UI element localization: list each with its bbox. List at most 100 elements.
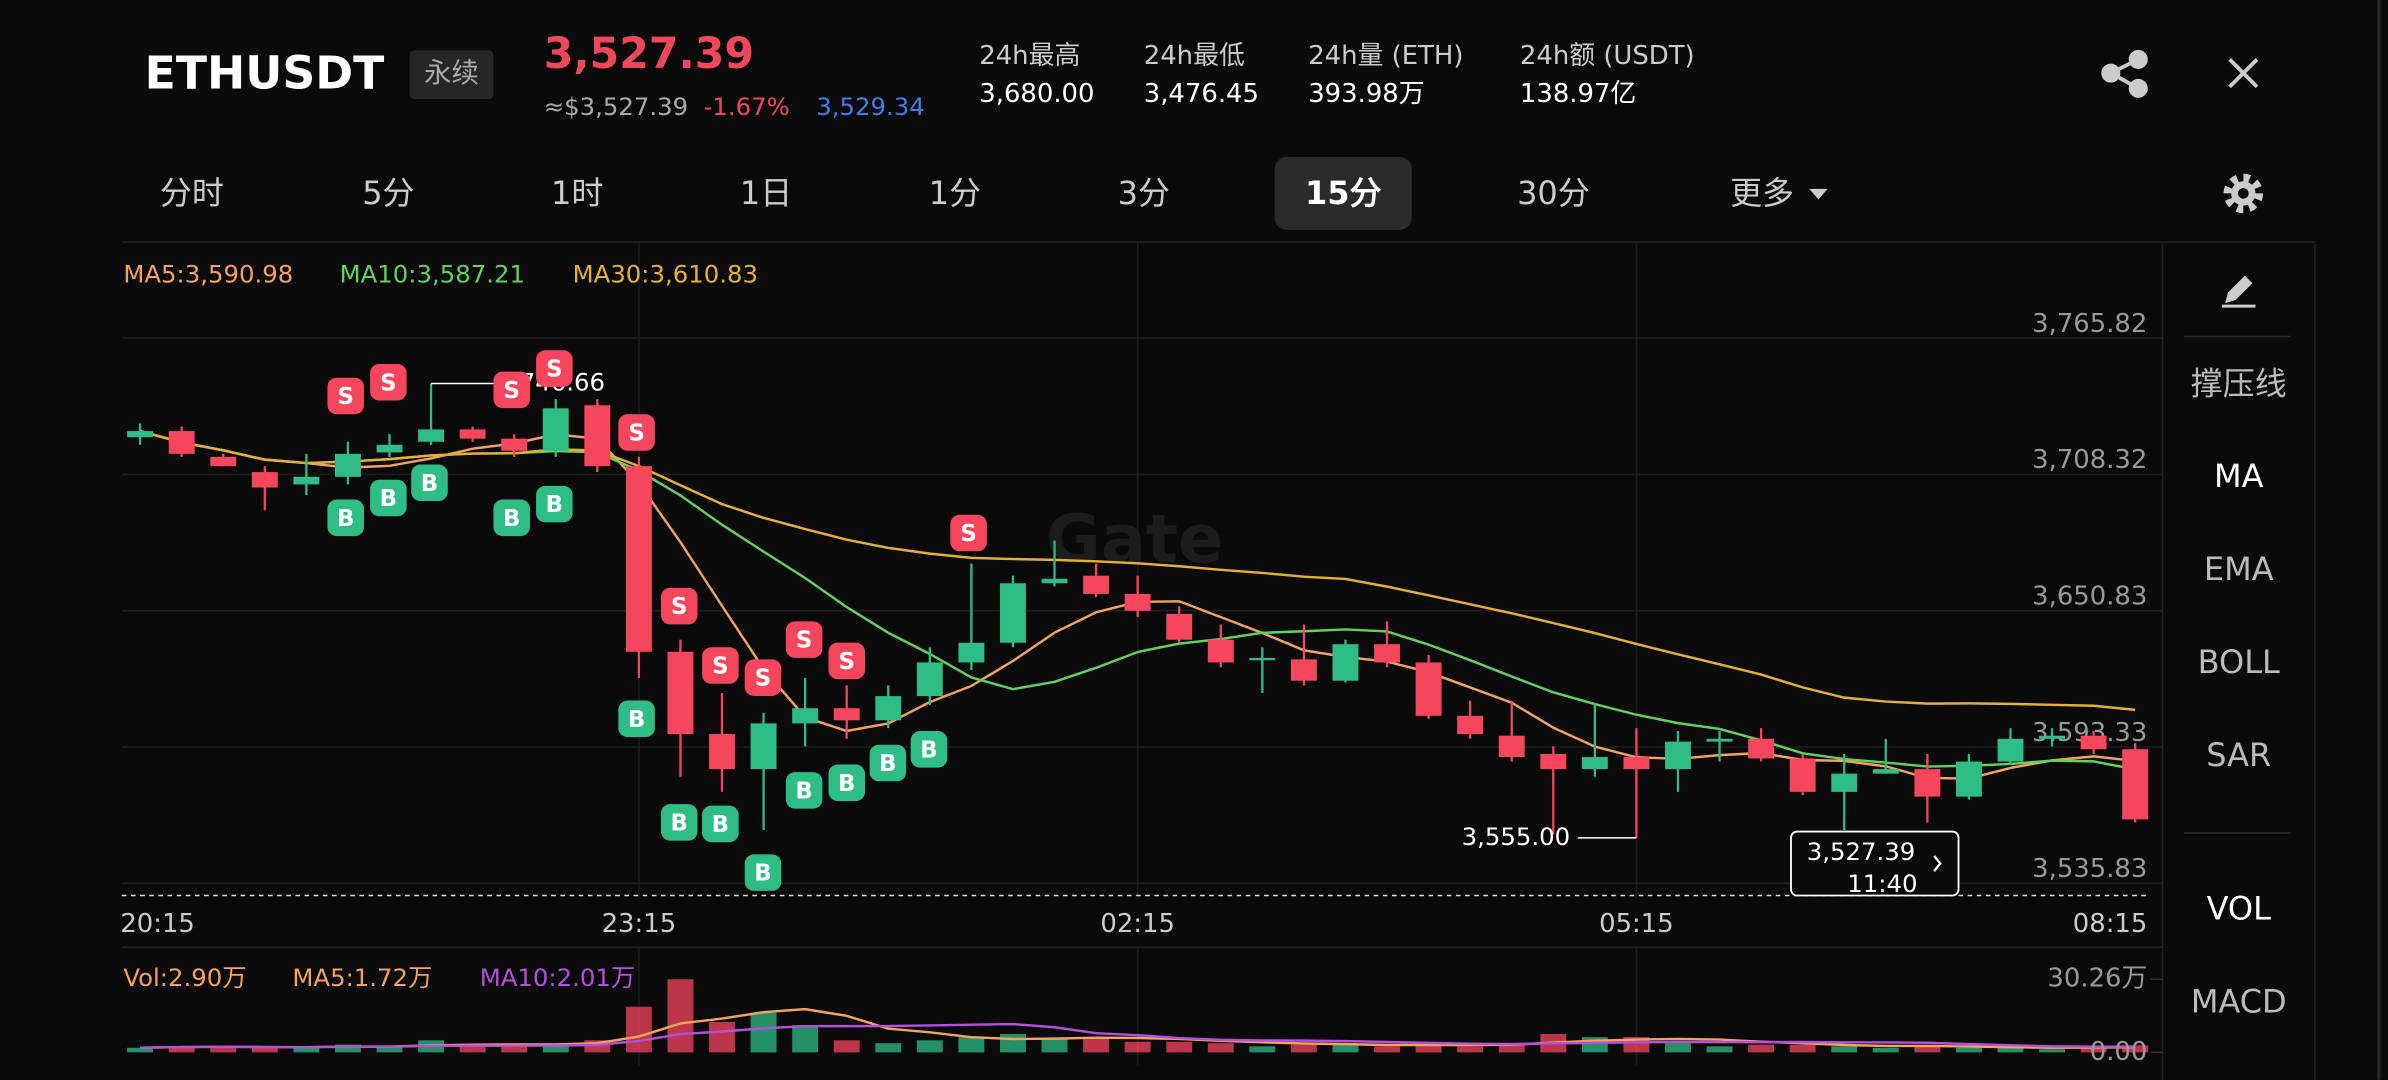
candle-body (1124, 593, 1151, 611)
draw-icon[interactable] (2221, 275, 2256, 308)
volume-bar (1041, 1038, 1068, 1053)
sell-signal: S (546, 357, 562, 383)
price-tag-price: 3,527.39 (1807, 837, 1915, 866)
stat-value: 3,680.00 (979, 79, 1094, 109)
candle-body (542, 408, 569, 451)
buy-signal: B (754, 861, 771, 887)
volume-bar (1249, 1046, 1276, 1053)
settings-icon[interactable] (2223, 173, 2264, 214)
volume-bar (667, 979, 694, 1053)
buy-signal: B (337, 506, 354, 532)
candle-body (1581, 757, 1608, 770)
tab[interactable]: 1日 (740, 174, 792, 212)
volume-bar (1665, 1043, 1691, 1053)
candle-body (1540, 753, 1567, 770)
tab[interactable]: 15分 (1305, 174, 1381, 212)
tab[interactable]: 30分 (1517, 174, 1590, 212)
buy-signal-bg (660, 804, 698, 841)
volume-bar (1914, 1046, 1941, 1053)
x-tick-label: 02:15 (1100, 909, 1175, 939)
volume-ma-line (140, 1022, 2136, 1049)
candle-body (2080, 735, 2107, 750)
stat-label: 24h额 (USDT) (1520, 41, 1695, 71)
candle-body (293, 476, 320, 485)
candle-body (916, 662, 943, 697)
volume-bar (1374, 1046, 1400, 1053)
candle-body (1083, 575, 1110, 594)
buy-signal: B (795, 778, 812, 804)
volume-bar (1955, 1047, 1982, 1053)
tab[interactable]: 1时 (551, 174, 603, 212)
candle-body (1207, 639, 1234, 663)
volume-bar (1748, 1044, 1775, 1053)
side-tool[interactable]: MACD (2191, 983, 2287, 1021)
volume-bar (750, 1012, 777, 1053)
volume-bar (916, 1040, 943, 1053)
sell-signal-bg (950, 514, 987, 552)
buy-signal-bg (536, 485, 573, 523)
candle-body (1332, 644, 1359, 681)
candle-body (1748, 738, 1775, 759)
buy-signal-bg (618, 700, 655, 738)
buy-signal-bg (869, 744, 907, 782)
share-icon[interactable] (2101, 49, 2148, 98)
stat-value: 393.98万 (1308, 79, 1424, 109)
ma-legend: MA10:3,587.21 (340, 260, 525, 289)
buy-signal: B (671, 810, 688, 836)
buy-signal: B (380, 486, 397, 512)
candle-body (1415, 662, 1442, 716)
volume-bar (1789, 1044, 1816, 1053)
buy-signal-bg (828, 764, 866, 802)
volume-bar (459, 1044, 486, 1053)
candle-body (1374, 644, 1400, 663)
more-arrow (1809, 188, 1828, 200)
tab[interactable]: 1分 (929, 174, 981, 212)
watermark: Gate (1046, 500, 1224, 578)
candle-body (1166, 613, 1193, 640)
side-tool[interactable]: 撑压线 (2191, 364, 2287, 402)
tabs: 分时 5分 1时 1日 1分 3分 15分 30分 更多 (160, 174, 1794, 212)
volume-bar (1498, 1043, 1525, 1053)
side-tool[interactable]: EMA (2204, 550, 2274, 588)
candle-body (584, 405, 611, 467)
side-tool[interactable]: SAR (2206, 736, 2271, 774)
tab[interactable]: 5分 (362, 174, 414, 212)
y-tick-label: 3,765.82 (2032, 309, 2147, 339)
sell-signal: S (671, 594, 687, 620)
tab[interactable]: 3分 (1118, 174, 1170, 212)
volume-bar (2122, 1045, 2149, 1053)
price-tag[interactable] (1790, 830, 1960, 897)
candle-body (667, 651, 694, 735)
tab[interactable]: 更多 (1730, 174, 1794, 212)
tag-bg (409, 50, 494, 99)
volume-bar (1124, 1041, 1151, 1053)
volume-legend: MA5:1.72万 (292, 963, 432, 992)
side-tool[interactable]: VOL (2207, 890, 2271, 928)
chart: Gate3,765.823,708.323,650.833,593.333,53… (120, 243, 2163, 1067)
candle-body (1831, 773, 1858, 792)
candle-body (1041, 578, 1068, 584)
sell-signal-bg (327, 377, 364, 415)
candle-body (1498, 735, 1525, 758)
buy-signal-bg (493, 499, 530, 537)
close-icon[interactable] (2228, 58, 2259, 89)
sell-signal-bg (493, 371, 530, 409)
sell-signal: S (960, 521, 976, 547)
buy-signal: B (712, 812, 729, 838)
volume-bar (1415, 1043, 1442, 1053)
volume-bar (875, 1043, 902, 1053)
volume-bar (1000, 1033, 1026, 1053)
buy-signal: B (838, 771, 855, 797)
buy-signal-bg (702, 805, 739, 843)
side-tool[interactable]: BOLL (2198, 643, 2280, 681)
stat-value: 138.97亿 (1520, 79, 1636, 109)
sell-signal: S (503, 378, 519, 404)
side-tool[interactable]: MA (2214, 457, 2264, 495)
x-tick-label: 08:15 (2073, 909, 2148, 939)
tab[interactable]: 分时 (160, 174, 224, 212)
candle-body (168, 431, 195, 454)
volume-bar (501, 1046, 528, 1053)
change: -1.67% (704, 92, 790, 121)
volume-bar (1290, 1044, 1317, 1053)
